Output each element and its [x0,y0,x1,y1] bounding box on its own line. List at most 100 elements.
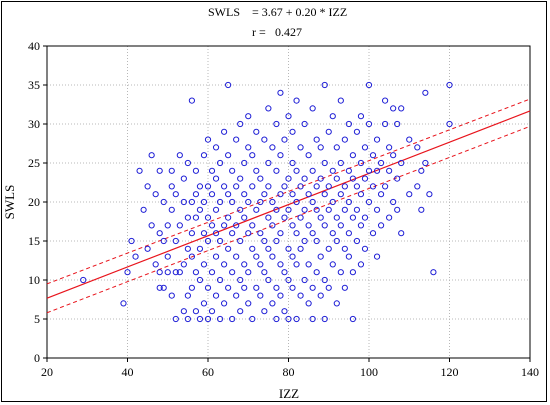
data-point [365,198,373,206]
x-tick-label: 60 [202,365,214,379]
data-point [204,183,212,190]
data-point [321,315,328,323]
data-point [241,159,248,167]
data-point [309,284,316,291]
data-point [293,167,300,174]
data-point [333,214,340,221]
data-point [293,230,300,237]
y-tick-label: 20 [28,195,40,209]
data-point [293,261,300,268]
data-point [160,198,167,206]
data-point [192,191,200,198]
data-point [289,284,296,291]
data-point [168,292,175,299]
data-point [285,245,292,252]
data-point [281,308,288,315]
data-point [349,175,356,182]
data-point [386,144,393,151]
data-point [390,105,397,112]
data-point [261,269,268,276]
data-point [261,191,268,198]
data-point [277,292,284,299]
data-point [156,269,163,276]
data-point [333,175,340,182]
data-point [446,81,453,89]
data-point [245,198,252,206]
data-point [225,152,232,159]
data-point [200,198,208,206]
data-point [172,315,179,323]
data-point [225,214,232,221]
regression-layer [46,110,531,299]
data-point [229,230,236,237]
data-point [233,222,240,229]
y-tick-label: 25 [28,156,40,170]
data-point [365,167,373,174]
data-point [321,81,328,89]
data-point [386,214,393,221]
data-point [196,206,204,213]
data-point [257,292,264,299]
data-point [253,167,260,174]
data-point [309,230,316,237]
data-point [188,97,195,104]
data-point [172,191,179,198]
data-point [212,206,220,213]
data-point [277,191,284,198]
data-point [325,183,332,190]
data-point [204,136,212,143]
data-point [184,292,191,299]
data-point [253,206,260,213]
data-point [365,81,373,89]
data-point [365,120,373,128]
data-point [269,300,276,307]
data-point [156,284,163,291]
data-point [293,198,300,206]
data-point [289,253,296,260]
data-point [329,113,336,120]
data-point [160,284,167,291]
data-point [128,237,135,245]
equation-lhs: SWLS [208,5,240,19]
confidence-band-layer [46,98,531,314]
data-point [329,230,336,237]
data-point [233,292,240,299]
data-point [180,175,187,182]
data-point [164,222,171,229]
data-point [241,191,248,198]
data-point [285,315,292,323]
data-point [241,214,248,221]
data-point [414,144,421,151]
data-point [333,144,340,151]
data-point [345,230,352,237]
x-tick-label: 120 [441,365,459,379]
data-point [225,191,232,198]
data-point [212,144,220,151]
data-point [208,222,216,229]
data-point [337,222,344,229]
data-point [277,230,284,237]
data-point [249,245,256,252]
data-point [249,315,256,323]
data-point [261,237,268,245]
data-point [361,214,369,221]
tick-layer: 20 40 60 80 100 120 140 0 5 10 15 20 25 30 35 40 [28,39,539,379]
regression-line [46,110,531,299]
data-point [309,167,316,174]
data-point [221,128,228,135]
data-point [289,222,296,229]
data-point [273,237,280,245]
data-point [216,159,224,167]
data-point [237,308,244,315]
data-point [329,198,336,206]
data-point [257,230,264,237]
data-point [325,128,332,135]
data-point [269,144,276,151]
x-tick-label: 80 [283,365,295,379]
data-point [204,237,212,245]
data-point [382,183,389,190]
data-point [281,214,288,221]
data-point [245,269,252,276]
data-point [216,198,224,206]
data-point [156,167,163,174]
